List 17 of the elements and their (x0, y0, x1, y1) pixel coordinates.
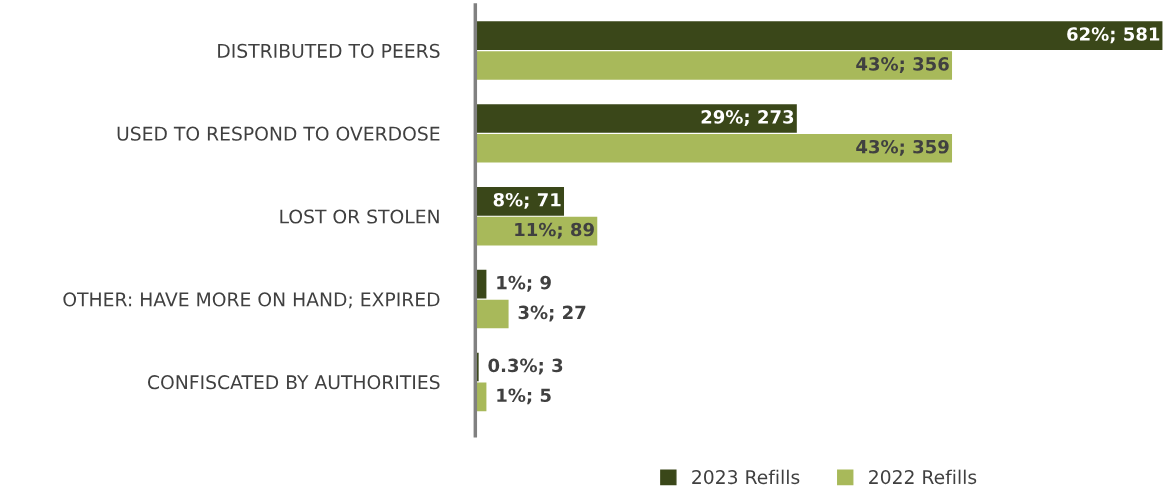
data-label: 8%; 71 (493, 192, 561, 209)
data-label: 43%; 359 (856, 139, 949, 156)
legend-label: 2022 Refills (869, 469, 977, 485)
y-tick-label: OTHER: HAVE MORE ON HAND; EXPIRED (63, 292, 440, 309)
legend-label: 2023 Refills (692, 469, 800, 485)
data-label: 29%; 273 (701, 110, 794, 127)
data-label: 0.3%; 3 (488, 358, 563, 375)
y-tick-label: LOST OR STOLEN (280, 209, 439, 224)
data-label: 11%; 89 (515, 222, 594, 239)
data-label: 1%; 9 (497, 275, 551, 292)
y-tick-label: USED TO RESPOND TO OVERDOSE (117, 126, 440, 141)
data-label: 1%; 5 (497, 388, 551, 405)
data-label: 3%; 27 (518, 305, 586, 322)
data-label: 43%; 356 (856, 57, 949, 73)
y-tick-label: DISTRIBUTED TO PEERS (218, 43, 440, 58)
data-label: 62%; 581 (1067, 27, 1160, 44)
y-tick-label: CONFISCATED BY AUTHORITIES (147, 375, 440, 390)
